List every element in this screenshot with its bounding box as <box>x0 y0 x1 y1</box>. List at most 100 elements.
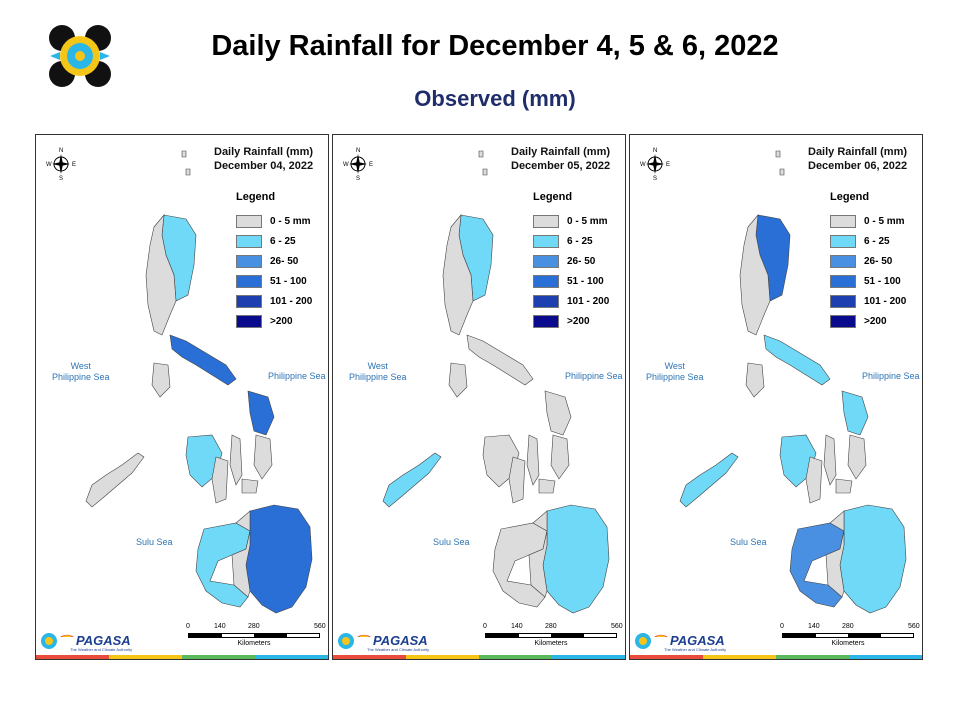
legend-title: Legend <box>236 191 276 203</box>
region-bohol <box>538 478 556 494</box>
region-cebu <box>229 434 243 486</box>
brand-name: PAGASA <box>76 633 131 648</box>
philippines-map <box>85 150 313 614</box>
sea-label-sulu: Sulu Sea <box>136 537 173 547</box>
map-panels: N S W E Daily Rainfall (mm) December 04,… <box>35 134 925 660</box>
region-mindanao-c <box>231 510 251 598</box>
compass-e: E <box>72 162 76 168</box>
legend-item: >200 <box>236 311 312 331</box>
compass-e: E <box>369 162 373 168</box>
legend-item: 0 - 5 mm <box>830 211 906 231</box>
sea-label-sulu: Sulu Sea <box>433 537 470 547</box>
legend-swatch <box>830 214 856 228</box>
region-luzon-w <box>145 214 177 336</box>
compass-n: N <box>653 148 657 154</box>
region-leyte <box>253 434 273 480</box>
brand-tagline: The Weather and Climate Authority <box>70 647 133 652</box>
region-palawan <box>85 452 145 508</box>
brand-tagline: The Weather and Climate Authority <box>367 647 430 652</box>
region-batanes <box>478 150 488 176</box>
legend-swatch <box>533 314 559 328</box>
legend-swatch <box>830 234 856 248</box>
legend-item: 26- 50 <box>236 251 312 271</box>
region-luzon-w <box>442 214 474 336</box>
legend-title: Legend <box>533 191 573 203</box>
legend-item: 26- 50 <box>533 251 609 271</box>
region-palawan <box>679 452 739 508</box>
legend-swatch <box>533 274 559 288</box>
page-title: Daily Rainfall for December 4, 5 & 6, 20… <box>211 30 779 62</box>
panel-date: December 04, 2022 <box>214 160 314 172</box>
legend-swatch <box>830 274 856 288</box>
compass-s: S <box>356 176 360 181</box>
region-bicol <box>763 334 831 386</box>
region-mindoro <box>448 362 468 398</box>
panel-title-line1: Daily Rainfall (mm) <box>808 146 908 158</box>
region-palawan <box>382 452 442 508</box>
legend: Legend 0 - 5 mm 6 - 25 26- 50 51 - 100 1… <box>533 191 609 331</box>
compass-n: N <box>356 148 360 154</box>
brand-name: PAGASA <box>373 633 428 648</box>
legend-swatch <box>236 294 262 308</box>
panel-title: Daily Rainfall (mm) December 04, 2022 <box>214 145 313 173</box>
panel-title-line1: Daily Rainfall (mm) <box>511 146 611 158</box>
compass-rose-icon: N S W E <box>343 148 373 181</box>
region-batanes <box>181 150 191 176</box>
panel-title: Daily Rainfall (mm) December 05, 2022 <box>511 145 610 173</box>
legend-swatch <box>236 314 262 328</box>
panel-date: December 05, 2022 <box>511 160 611 172</box>
dost-logo <box>49 25 111 87</box>
philippines-map <box>382 150 610 614</box>
region-samar <box>841 390 869 436</box>
pagasa-logo <box>41 633 74 649</box>
legend-item: 51 - 100 <box>830 271 906 291</box>
region-negros <box>805 456 823 504</box>
pagasa-logo <box>338 633 371 649</box>
compass-rose-icon: N S W E <box>46 148 76 181</box>
region-samar <box>544 390 572 436</box>
sea-label-east: Philippine Sea <box>862 371 920 381</box>
legend-item: 26- 50 <box>830 251 906 271</box>
legend-swatch <box>533 294 559 308</box>
pagasa-logo <box>635 633 668 649</box>
legend-swatch <box>236 214 262 228</box>
region-bohol <box>241 478 259 494</box>
legend-item: 6 - 25 <box>236 231 312 251</box>
compass-w: W <box>640 162 646 168</box>
sea-label-west: West Philippine Sea <box>52 361 110 382</box>
region-mindanao-east <box>245 504 313 614</box>
legend: Legend 0 - 5 mm 6 - 25 26- 50 51 - 100 1… <box>236 191 312 331</box>
legend-swatch <box>830 294 856 308</box>
compass-n: N <box>59 148 63 154</box>
legend-item: 6 - 25 <box>533 231 609 251</box>
legend-item: 101 - 200 <box>533 291 609 311</box>
region-leyte <box>550 434 570 480</box>
region-mindanao-c <box>825 510 845 598</box>
legend-swatch <box>533 214 559 228</box>
compass-w: W <box>46 162 52 168</box>
legend-title: Legend <box>830 191 870 203</box>
page-subtitle: Observed (mm) <box>414 86 576 111</box>
legend-swatch <box>533 254 559 268</box>
region-leyte <box>847 434 867 480</box>
sea-label-east: Philippine Sea <box>565 371 623 381</box>
rainfall-map-dec-06: N S W E Daily Rainfall (mm) December 06,… <box>629 134 923 660</box>
region-cebu <box>526 434 540 486</box>
legend-item: 101 - 200 <box>830 291 906 311</box>
region-cebu <box>823 434 837 486</box>
brand-name: PAGASA <box>670 633 725 648</box>
region-mindanao-c <box>528 510 548 598</box>
legend-item: >200 <box>533 311 609 331</box>
compass-w: W <box>343 162 349 168</box>
sea-label-west: West Philippine Sea <box>646 361 704 382</box>
color-strip <box>36 655 328 659</box>
brand-tagline: The Weather and Climate Authority <box>664 647 727 652</box>
region-negros <box>508 456 526 504</box>
legend-swatch <box>533 234 559 248</box>
panel-title: Daily Rainfall (mm) December 06, 2022 <box>808 145 907 173</box>
region-batanes <box>775 150 785 176</box>
legend-item: >200 <box>830 311 906 331</box>
legend-item: 51 - 100 <box>533 271 609 291</box>
sea-label-west: West Philippine Sea <box>349 361 407 382</box>
panel-date: December 06, 2022 <box>808 160 908 172</box>
